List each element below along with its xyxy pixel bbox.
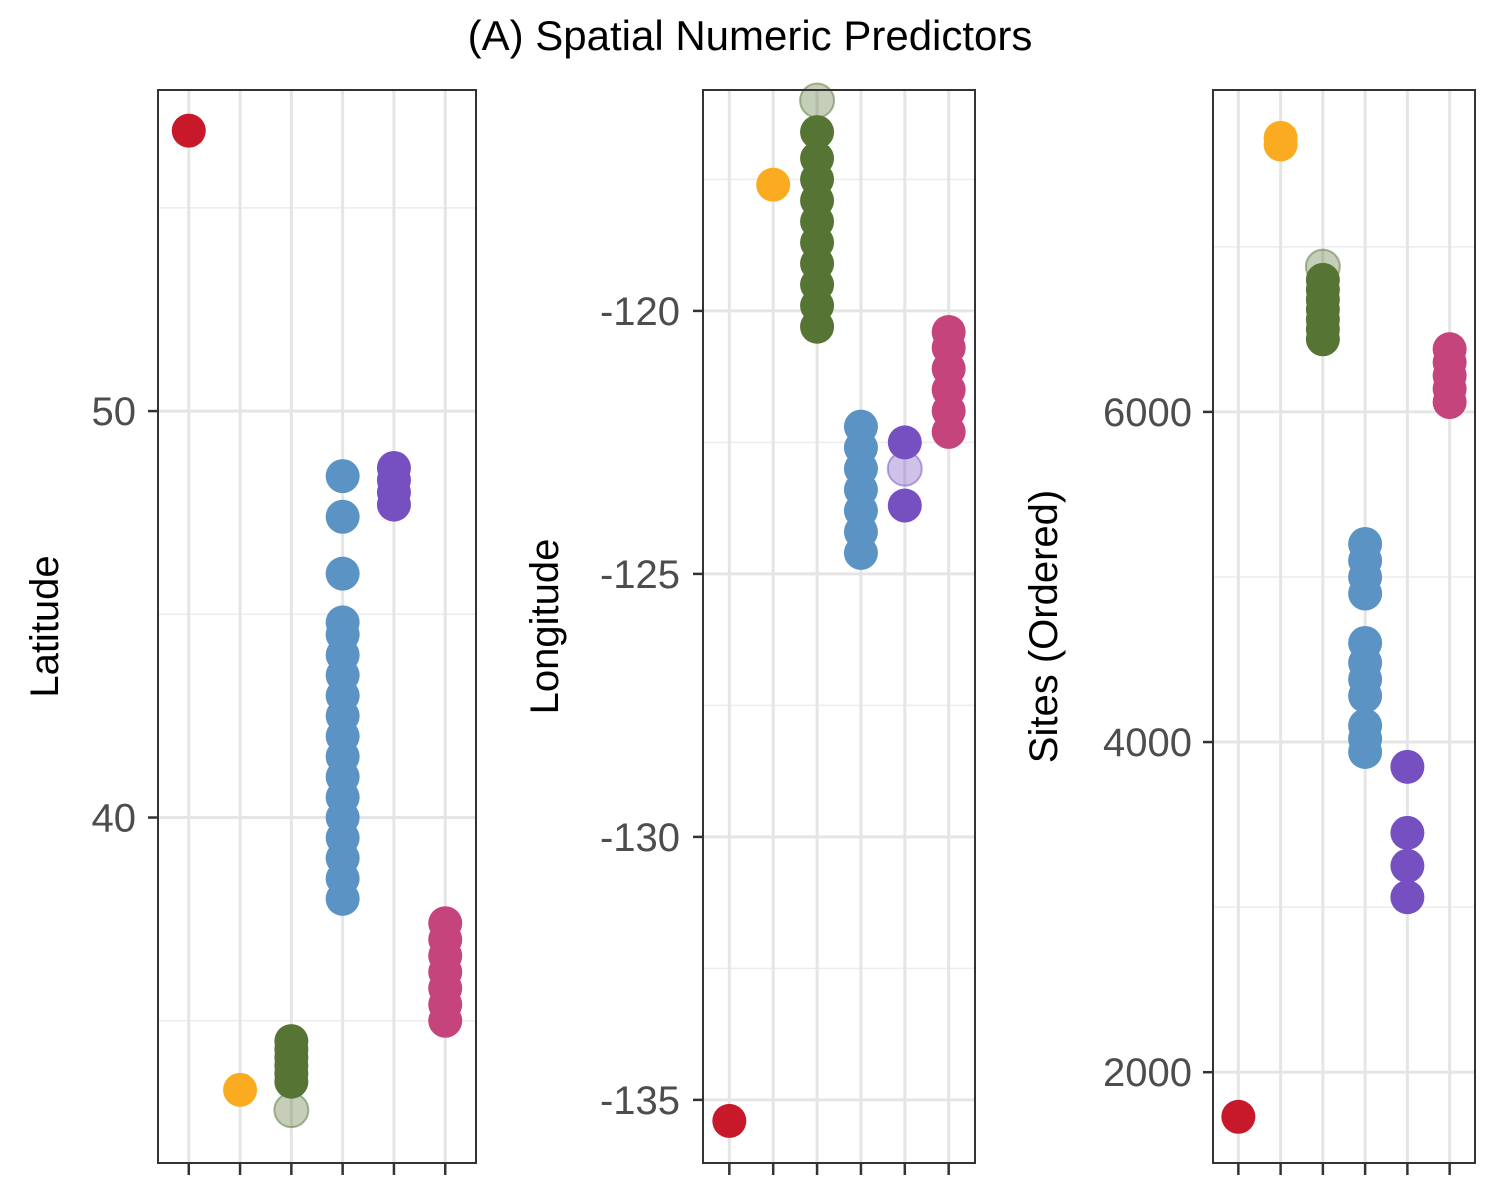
data-point	[1390, 848, 1425, 883]
data-point	[428, 906, 463, 941]
data-point	[1390, 815, 1425, 850]
y-tick-label: -120	[600, 290, 680, 334]
chart-title: (A) Spatial Numeric Predictors	[468, 12, 1033, 59]
y-tick-label: -130	[600, 816, 680, 860]
data-point	[712, 1103, 747, 1138]
data-point	[325, 499, 360, 534]
panel-latitude: 40 50 Latitude	[23, 89, 477, 1175]
data-point	[1305, 262, 1340, 297]
data-point	[800, 115, 835, 150]
plot-frame	[1212, 89, 1476, 1164]
data-point	[843, 409, 878, 444]
y-tick-label: 40	[92, 797, 137, 841]
data-point	[756, 167, 791, 202]
y-axis-label: Latitude	[23, 555, 67, 697]
y-axis-label: Sites (Ordered)	[1022, 490, 1066, 763]
data-point	[1221, 1099, 1256, 1134]
data-point	[931, 314, 966, 349]
data-point	[1390, 880, 1425, 915]
data-point	[376, 450, 411, 485]
data-point	[171, 113, 206, 148]
data-point-faded	[799, 82, 836, 119]
data-point	[325, 459, 360, 494]
data-point	[1348, 708, 1383, 743]
data-point	[325, 605, 360, 640]
data-point	[800, 141, 835, 176]
data-point	[223, 1072, 258, 1107]
data-point	[274, 1024, 309, 1059]
y-axis-label: Longitude	[523, 539, 567, 715]
y-tick-label: 4000	[1103, 721, 1192, 765]
data-point	[1263, 120, 1298, 155]
y-tick-label: -135	[600, 1079, 680, 1123]
data-point	[887, 488, 922, 523]
data-point	[1390, 749, 1425, 784]
panel-sites-ordered: 2000 4000 6000 Sites (Ordered)	[1022, 89, 1476, 1175]
plot-frame	[702, 89, 976, 1164]
data-point	[1348, 626, 1383, 661]
data-point	[1432, 332, 1467, 367]
y-tick-label: 2000	[1103, 1051, 1192, 1095]
y-tick-label: -125	[600, 553, 680, 597]
data-point	[887, 425, 922, 460]
data-point	[325, 556, 360, 591]
data-point	[1348, 526, 1383, 561]
y-tick-label: 50	[92, 390, 137, 434]
y-tick-label: 6000	[1103, 391, 1192, 435]
panel-longitude: -120 -125 -130 -135 Longitude	[523, 82, 976, 1175]
plot-frame	[157, 89, 477, 1164]
